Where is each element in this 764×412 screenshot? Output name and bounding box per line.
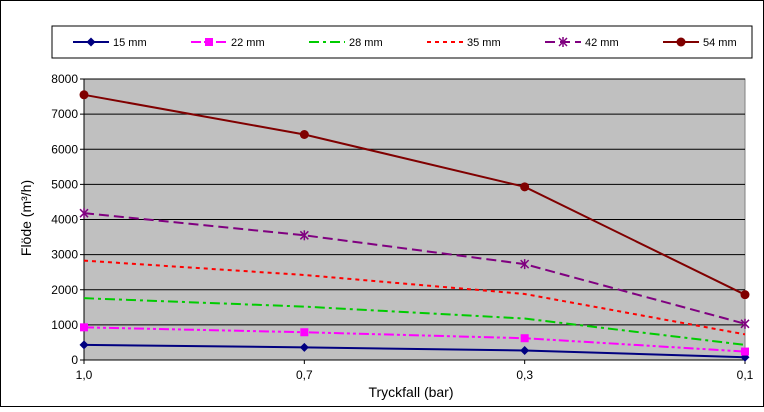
- y-axis-label: Flöde (m³/h): [18, 180, 34, 256]
- data-point-42-mm: [299, 230, 309, 241]
- series-54-mm: [79, 90, 750, 300]
- legend-label: 28 mm: [349, 37, 383, 49]
- x-axis-ticks: 1,0 0,7 0,3 0,1: [76, 359, 754, 382]
- series-line-22-mm: [83, 326, 746, 353]
- data-point-54-mm: [299, 129, 309, 139]
- legend-label: 35 mm: [467, 37, 501, 49]
- legend-entry-28-mm: 28 mm: [309, 37, 383, 49]
- legend-marker: [86, 37, 96, 47]
- data-point-42-mm: [740, 318, 750, 329]
- series-line-42-mm: [83, 212, 746, 325]
- x-axis-label: Tryckfall (bar): [368, 384, 453, 400]
- legend-label: 54 mm: [703, 37, 737, 49]
- series-line-28-mm: [83, 297, 746, 346]
- series-22-mm: [80, 323, 749, 356]
- legend-marker: [205, 38, 213, 46]
- y-tick-label: 8000: [51, 72, 78, 86]
- legend-entry-35-mm: 35 mm: [427, 37, 501, 49]
- legend-entry-15-mm: 15 mm: [73, 37, 147, 49]
- legend: 15 mm 22 mm 28 mm 35 mm 42 mm 54 mm: [73, 37, 737, 49]
- data-point-15-mm: [520, 346, 530, 356]
- legend-box: [51, 25, 753, 59]
- data-point-54-mm: [740, 290, 750, 300]
- y-tick-label: 4000: [51, 213, 78, 227]
- x-tick-label: 0,7: [296, 368, 313, 382]
- x-tick-label: 0,3: [516, 368, 533, 382]
- legend-entry-42-mm: 42 mm: [545, 37, 619, 49]
- series-line-15-mm: [83, 343, 746, 359]
- series-line-35-mm: [83, 259, 746, 336]
- y-axis-ticks: 0 1000 2000 3000 4000 5000 6000 7000 8000: [51, 72, 85, 367]
- legend-marker: [558, 37, 568, 47]
- series-15-mm: [79, 340, 750, 362]
- x-tick-label: 0,1: [737, 368, 754, 382]
- legend-entry-54-mm: 54 mm: [663, 37, 737, 49]
- data-point-42-mm: [79, 208, 89, 219]
- y-tick-label: 2000: [51, 283, 78, 297]
- y-tick-label: 5000: [51, 177, 78, 191]
- gridlines: [84, 78, 745, 326]
- data-point-22-mm: [520, 334, 529, 343]
- legend-label: 42 mm: [585, 37, 619, 49]
- legend-label: 22 mm: [231, 37, 265, 49]
- data-point-54-mm: [79, 90, 89, 100]
- legend-label: 15 mm: [113, 37, 147, 49]
- data-point-15-mm: [299, 342, 309, 352]
- data-point-22-mm: [741, 347, 749, 356]
- data-point-22-mm: [300, 328, 309, 337]
- series-28-mm: [83, 297, 746, 346]
- x-tick-label: 1,0: [76, 368, 93, 382]
- data-point-54-mm: [520, 182, 530, 192]
- y-tick-label: 1000: [51, 318, 78, 332]
- series-42-mm: [79, 208, 750, 329]
- legend-marker: [676, 37, 686, 47]
- y-tick-label: 6000: [51, 142, 78, 156]
- series-35-mm: [83, 259, 746, 336]
- series-layer: [79, 90, 750, 362]
- legend-entry-22-mm: 22 mm: [191, 37, 265, 49]
- series-line-54-mm: [83, 93, 746, 296]
- data-point-42-mm: [520, 259, 530, 270]
- y-tick-label: 0: [71, 353, 78, 367]
- y-tick-label: 3000: [51, 248, 78, 262]
- data-point-15-mm: [79, 340, 89, 350]
- y-tick-label: 7000: [51, 107, 78, 121]
- data-point-22-mm: [80, 323, 88, 332]
